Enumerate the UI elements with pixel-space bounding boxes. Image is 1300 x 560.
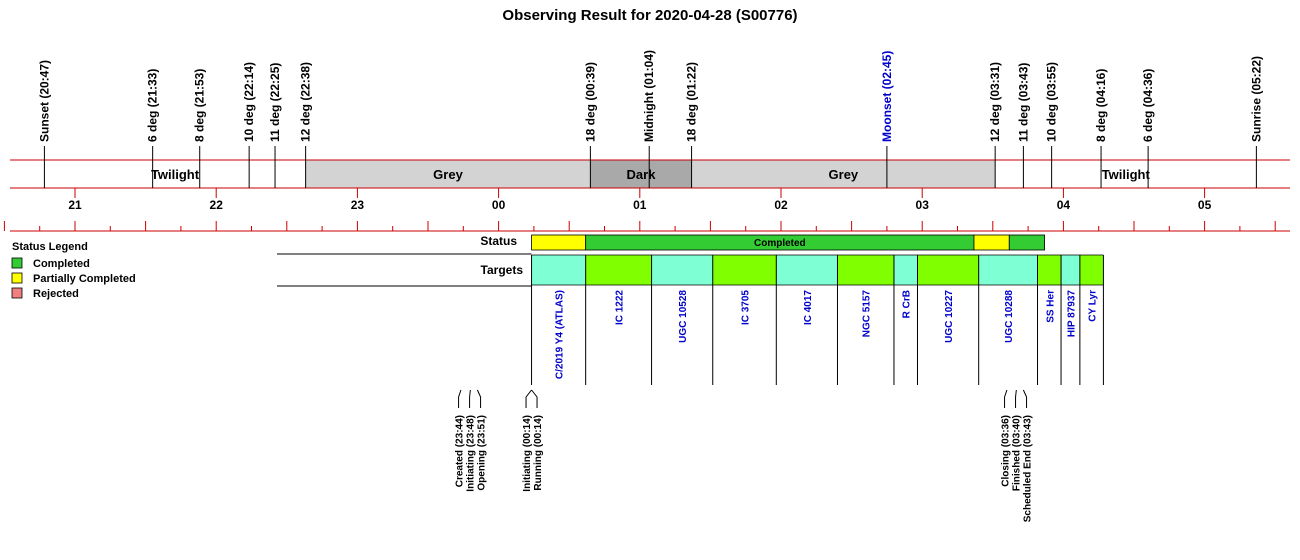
event-marker-line-finished bbox=[1015, 389, 1017, 408]
hour-tick-label-03: 03 bbox=[916, 198, 930, 212]
target-bar-5 bbox=[837, 255, 894, 285]
status-legend: Status Legend Completed Partially Complete… bbox=[11, 241, 136, 300]
sky-marker-label-8: 18 deg (01:22) bbox=[685, 62, 699, 142]
target-label-1: IC 1222 bbox=[615, 290, 626, 325]
hour-tick-label-21: 21 bbox=[68, 198, 82, 212]
sky-marker-label-2: 8 deg (21:53) bbox=[193, 69, 207, 142]
event-marker-line-scheduled bbox=[1022, 389, 1028, 408]
time-axis: 21 22 23 00 01 02 03 04 05 bbox=[3, 188, 1290, 232]
target-label-5: NGC 5157 bbox=[862, 290, 873, 338]
target-bar-7 bbox=[917, 255, 979, 285]
sky-band-label-3: Grey bbox=[829, 167, 859, 182]
target-label-10: HIP 87937 bbox=[1066, 290, 1077, 338]
target-bar-4 bbox=[776, 255, 838, 285]
hour-tick-label-01: 01 bbox=[633, 198, 647, 212]
sky-marker-label-7: Midnight (01:04) bbox=[642, 50, 656, 142]
sky-marker-label-15: Sunrise (05:22) bbox=[1249, 56, 1263, 142]
event-label-scheduled: Scheduled End (03:43) bbox=[1023, 415, 1034, 522]
target-bar-2 bbox=[651, 255, 713, 285]
target-label-11: CY Lyr bbox=[1088, 290, 1099, 322]
target-label-4: IC 4017 bbox=[803, 290, 814, 325]
legend-swatch-0 bbox=[11, 257, 23, 269]
hour-tick-label-05: 05 bbox=[1198, 198, 1212, 212]
status-segment-0 bbox=[531, 234, 587, 251]
event-marker-line-created bbox=[458, 389, 462, 408]
sky-marker-label-12: 10 deg (03:55) bbox=[1045, 62, 1059, 142]
target-bar-11 bbox=[1079, 255, 1104, 285]
target-label-0: C/2019 Y4 (ATLAS) bbox=[555, 290, 566, 379]
target-bar-1 bbox=[585, 255, 652, 285]
sky-marker-label-14: 6 deg (04:36) bbox=[1141, 69, 1155, 142]
target-label-7: UGC 10227 bbox=[944, 290, 955, 343]
sky-bands: Twilight Grey Dark Grey Twilight bbox=[10, 159, 1290, 189]
sky-band-label-1: Grey bbox=[433, 167, 463, 182]
event-label-closing: Closing (03:36) bbox=[1001, 415, 1012, 487]
target-label-3: IC 3705 bbox=[741, 290, 752, 325]
sky-markers: Sunset (20:47) 6 deg (21:33) 8 deg (21:53)… bbox=[37, 50, 1263, 188]
sky-band-4 bbox=[995, 160, 1257, 188]
event-label-running: Running (00:14) bbox=[533, 415, 544, 491]
event-marker-line-running bbox=[531, 389, 538, 408]
target-label-8: UGC 10288 bbox=[1004, 290, 1015, 343]
sky-band-1 bbox=[305, 160, 591, 188]
event-label-initiating: Initiating (23:48) bbox=[466, 415, 477, 492]
sky-band-2 bbox=[590, 160, 692, 188]
observation-rows: Status Targets Completed C/2019 Y4 (ATLAS) I… bbox=[277, 234, 1104, 385]
event-marker-line-opening bbox=[476, 389, 482, 408]
sky-marker-label-6: 18 deg (00:39) bbox=[583, 62, 597, 142]
legend-label-0: Completed bbox=[33, 258, 90, 270]
event-marker-line-closing bbox=[1004, 389, 1008, 408]
sky-marker-label-11: 11 deg (03:43) bbox=[1016, 63, 1030, 142]
target-bar-0 bbox=[531, 255, 586, 285]
legend-swatch-2 bbox=[11, 287, 23, 299]
sky-band-3 bbox=[691, 160, 996, 188]
sky-band-label-2: Dark bbox=[627, 167, 657, 182]
target-bar-3 bbox=[712, 255, 777, 285]
sky-marker-label-10: 12 deg (03:31) bbox=[988, 62, 1002, 142]
hour-tick-label-22: 22 bbox=[210, 198, 224, 212]
hour-tick-label-23: 23 bbox=[351, 198, 365, 212]
status-segment-3 bbox=[1008, 234, 1045, 251]
status-segment-text-1: Completed bbox=[754, 238, 806, 249]
hour-tick-label-00: 00 bbox=[492, 198, 506, 212]
status-row-label: Status bbox=[480, 234, 517, 248]
event-label-opening: Opening (23:51) bbox=[477, 415, 488, 491]
target-label-6: R CrB bbox=[902, 290, 913, 318]
sky-band-0 bbox=[44, 160, 306, 188]
event-marker-line-initiating bbox=[469, 389, 471, 408]
target-bar-10 bbox=[1061, 255, 1080, 285]
sky-marker-label-0: Sunset (20:47) bbox=[37, 60, 51, 142]
legend-label-1: Partially Completed bbox=[33, 273, 136, 285]
target-bar-6 bbox=[893, 255, 918, 285]
target-label-2: UGC 10528 bbox=[678, 290, 689, 343]
sky-band-label-4: Twilight bbox=[1102, 167, 1151, 182]
sky-marker-label-4: 11 deg (22:25) bbox=[268, 63, 282, 142]
target-label-9: SS Her bbox=[1045, 290, 1056, 323]
sky-marker-label-13: 8 deg (04:16) bbox=[1094, 69, 1108, 142]
sky-marker-label-3: 10 deg (22:14) bbox=[242, 62, 256, 142]
legend-title: Status Legend bbox=[12, 241, 88, 253]
event-label-finished: Finished (03:40) bbox=[1012, 415, 1023, 491]
sky-marker-label-5: 12 deg (22:38) bbox=[299, 62, 313, 142]
target-bar-8 bbox=[978, 255, 1038, 285]
target-bar-9 bbox=[1037, 255, 1062, 285]
legend-swatch-1 bbox=[11, 272, 23, 284]
targets-row-label: Targets bbox=[481, 263, 524, 277]
event-label-created: Created (23:44) bbox=[455, 415, 466, 487]
status-segment-2 bbox=[973, 234, 1010, 251]
sky-marker-label-9: Moonset (02:45) bbox=[880, 51, 894, 142]
event-marker-line-initiating bbox=[525, 389, 532, 408]
sky-band-label-0: Twilight bbox=[151, 167, 200, 182]
event-label-initiating: Initiating (00:14) bbox=[522, 415, 533, 492]
hour-tick-label-04: 04 bbox=[1057, 198, 1071, 212]
hour-tick-label-02: 02 bbox=[774, 198, 788, 212]
sky-marker-label-1: 6 deg (21:33) bbox=[146, 69, 160, 142]
event-markers: Created (23:44) Initiating (23:48) Opening… bbox=[455, 389, 1034, 522]
legend-label-2: Rejected bbox=[33, 288, 79, 300]
chart-title: Observing Result for 2020-04-28 (S00776) bbox=[502, 7, 797, 24]
